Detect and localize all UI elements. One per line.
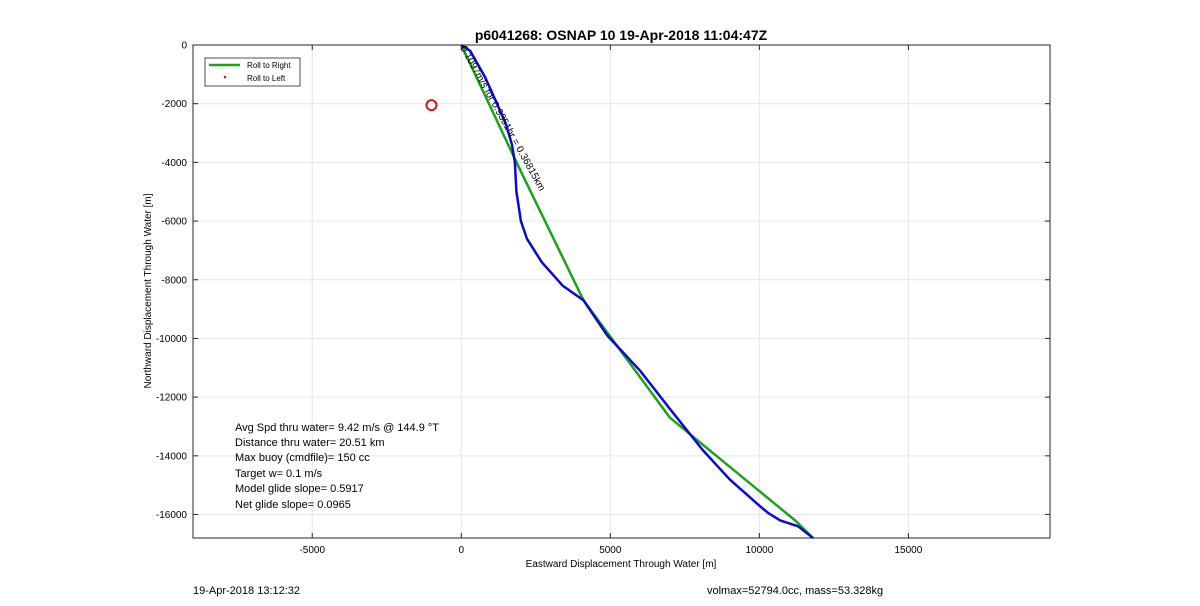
y-tick-label: -14000 [156, 451, 188, 462]
axes-box [192, 44, 1051, 539]
y-tick-label: -4000 [161, 158, 187, 169]
y-tick-label: -2000 [161, 99, 187, 110]
legend-box [204, 57, 301, 87]
y-tick-label: -12000 [156, 393, 188, 404]
y-tick-label: 0 [181, 41, 187, 52]
roll-to-left-marker [425, 99, 438, 112]
footer-mass-info: volmax=52794.0cc, mass=53.328kg [707, 585, 883, 597]
legend-swatch-roll-to-left [223, 75, 227, 79]
x-tick-label: 5000 [599, 545, 622, 556]
legend-label-roll-to-right: Roll to Right [247, 61, 291, 70]
y-tick-label: -6000 [161, 217, 187, 228]
y-axis-label: Northward Displacement Through Water [m] [143, 193, 154, 388]
legend: Roll to Right Roll to Left [204, 57, 301, 87]
series-line-1 [460, 43, 814, 539]
x-tick-label: -5000 [299, 545, 325, 556]
ticks: -5000 0 5000 10000 15000 0 -2000 -4000 -6000 -800… [156, 41, 1050, 556]
x-tick-label: 15000 [895, 545, 923, 556]
stat-target-w: Target w= 0.1 m/s [235, 468, 323, 480]
footer-timestamp: 19-Apr-2018 13:12:32 [193, 585, 300, 597]
x-tick-label: 0 [458, 545, 464, 556]
stat-avg-speed: Avg Spd thru water= 9.42 m/s @ 144.9 °T [235, 422, 439, 434]
plot-area: 0.1097m/s for 0.9351hr = 0.36815km -5000… [156, 41, 1051, 556]
x-tick-label: 10000 [745, 545, 773, 556]
series-layer [460, 43, 814, 539]
x-axis-label: Eastward Displacement Through Water [m] [526, 559, 717, 570]
chart-title: p6041268: OSNAP 10 19-Apr-2018 11:04:47Z [475, 27, 768, 43]
stat-net-glide-slope: Net glide slope= 0.0965 [235, 499, 351, 511]
axes-background [193, 45, 1050, 538]
series-line-roll-to-right [460, 44, 814, 539]
stats-block: Avg Spd thru water= 9.42 m/s @ 144.9 °T … [235, 422, 439, 511]
marker-layer [425, 99, 438, 112]
y-tick-label: -8000 [161, 275, 187, 286]
y-tick-label: -16000 [156, 510, 188, 521]
legend-label-roll-to-left: Roll to Left [247, 74, 286, 83]
stat-distance: Distance thru water= 20.51 km [235, 437, 385, 449]
stat-max-buoy: Max buoy (cmdfile)= 150 cc [235, 452, 370, 464]
y-tick-label: -10000 [156, 334, 188, 345]
stat-model-glide-slope: Model glide slope= 0.5917 [235, 483, 364, 495]
